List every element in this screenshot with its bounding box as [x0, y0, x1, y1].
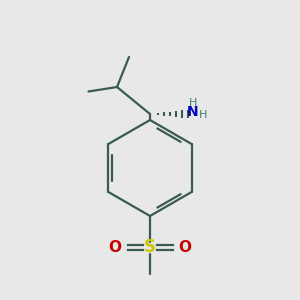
Text: H: H	[188, 98, 197, 108]
Text: O: O	[178, 240, 192, 255]
Text: S: S	[144, 238, 156, 256]
Text: H: H	[199, 110, 208, 121]
Text: O: O	[108, 240, 122, 255]
Text: N: N	[187, 106, 198, 119]
